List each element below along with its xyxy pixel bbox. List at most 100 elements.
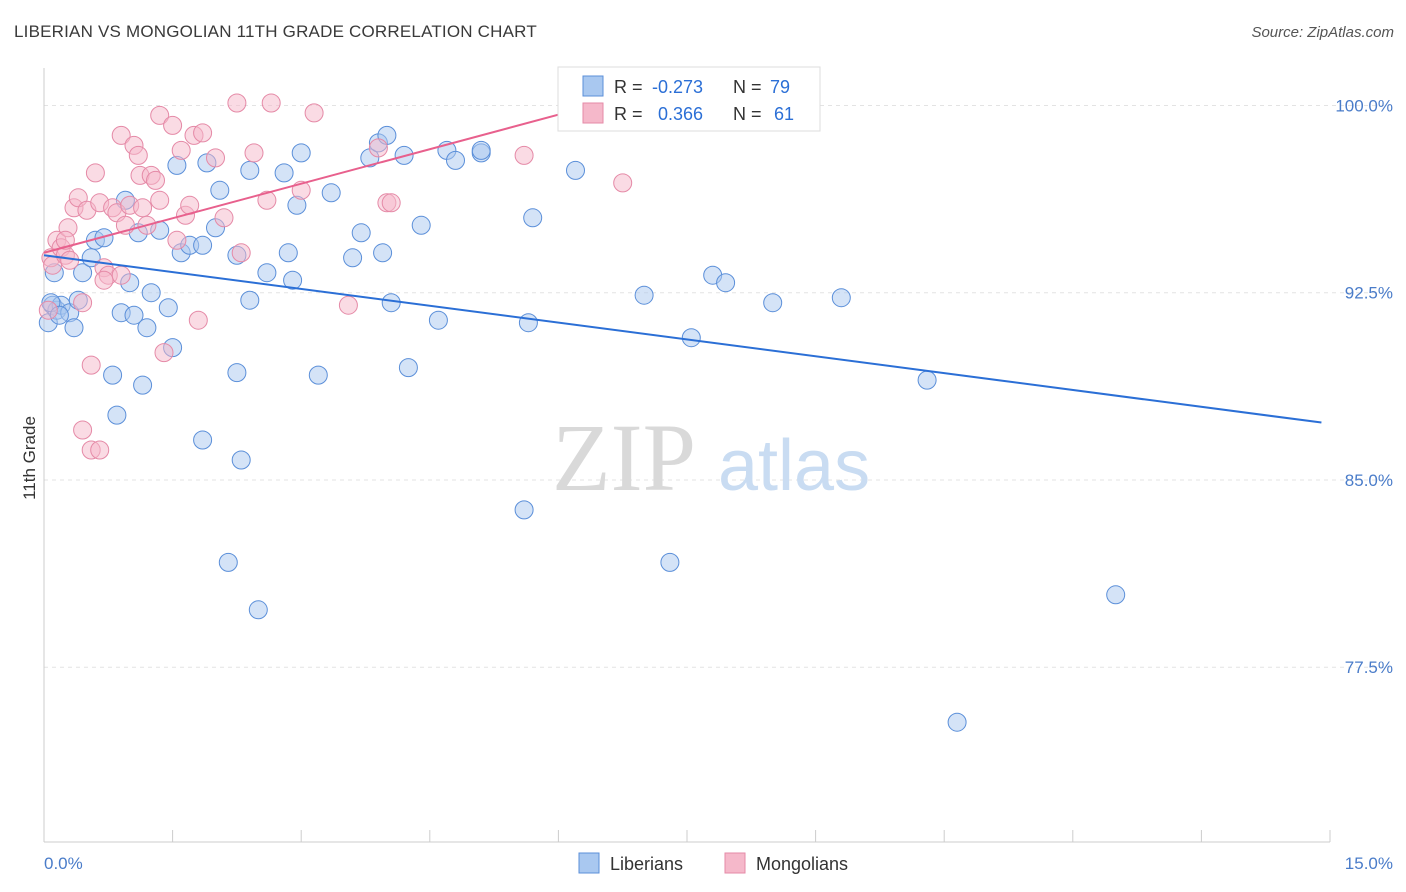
- point-liberians-52: [373, 243, 393, 263]
- x-tick-label-1: 15.0%: [1345, 854, 1393, 873]
- point-liberians-6: [64, 318, 84, 338]
- point-mongolians-31: [154, 343, 174, 363]
- x-tick-label-0: 0.0%: [44, 854, 83, 873]
- point-liberians-75: [947, 712, 967, 732]
- legend-swatch-liberians: [582, 75, 604, 97]
- point-liberians-58: [428, 310, 448, 330]
- y-tick-label-1: 92.5%: [1345, 284, 1393, 303]
- point-mongolians-55: [73, 420, 93, 440]
- grid-lines: [44, 104, 1390, 668]
- y-tick-labels: 100.0% 92.5% 85.0% 77.5%: [1335, 96, 1393, 677]
- point-mongolians-33: [167, 230, 187, 250]
- point-liberians-21: [141, 283, 161, 303]
- point-mongolians-45: [257, 190, 277, 210]
- legend-n-value-1: 79: [770, 77, 790, 97]
- point-liberians-42: [278, 243, 298, 263]
- point-liberians-65: [523, 208, 543, 228]
- point-liberians-60: [446, 150, 465, 170]
- point-liberians-57: [411, 215, 431, 235]
- point-mongolians-43: [231, 243, 251, 263]
- legend-n-value-2: 61: [774, 104, 794, 124]
- point-liberians-74: [917, 370, 937, 390]
- point-mongolians-39: [193, 123, 213, 143]
- point-mongolians-40: [206, 148, 225, 168]
- point-liberians-63: [514, 500, 534, 520]
- y-tick-label-0: 100.0%: [1335, 96, 1393, 115]
- point-mongolians-23: [128, 145, 148, 165]
- legend-bottom-label-mongolians: Mongolians: [756, 854, 848, 874]
- trend-lines: [43, 104, 1322, 424]
- point-liberians-19: [133, 375, 153, 395]
- point-liberians-13: [107, 405, 127, 425]
- point-mongolians-57: [90, 440, 110, 460]
- point-liberians-48: [343, 248, 363, 268]
- point-mongolians-42: [227, 93, 247, 113]
- point-liberians-40: [257, 263, 277, 283]
- point-mongolians-46: [261, 93, 281, 113]
- point-liberians-72: [763, 293, 783, 313]
- point-liberians-32: [210, 180, 230, 200]
- point-liberians-68: [660, 552, 680, 572]
- point-liberians-33: [218, 552, 238, 572]
- point-liberians-45: [291, 143, 311, 163]
- legend-r-value-1: -0.273: [652, 77, 703, 97]
- point-liberians-28: [193, 235, 213, 255]
- point-liberians-47: [321, 183, 341, 203]
- point-mongolians-38: [188, 310, 208, 330]
- legend-n-label-2: N =: [733, 104, 762, 124]
- x-tick-labels: 0.0% 15.0%: [44, 854, 1393, 873]
- legend-r-label-1: R =: [614, 77, 643, 97]
- point-liberians-69: [681, 328, 701, 348]
- point-liberians-76: [1106, 585, 1126, 605]
- point-liberians-30: [193, 430, 213, 450]
- point-liberians-62: [471, 140, 491, 160]
- point-liberians-36: [231, 450, 251, 470]
- point-mongolians-32: [163, 115, 183, 135]
- point-liberians-41: [274, 163, 294, 183]
- point-mongolians-52: [381, 193, 401, 213]
- point-mongolians-41: [214, 208, 234, 228]
- point-mongolians-0: [38, 300, 58, 320]
- point-liberians-17: [124, 305, 144, 325]
- point-liberians-66: [566, 160, 585, 180]
- point-mongolians-19: [111, 125, 131, 145]
- chart-title: LIBERIAN VS MONGOLIAN 11TH GRADE CORRELA…: [14, 22, 537, 41]
- point-liberians-64: [518, 313, 538, 333]
- legend-bottom: Liberians Mongolians: [578, 852, 848, 874]
- legend-bottom-label-liberians: Liberians: [610, 854, 683, 874]
- point-liberians-46: [308, 365, 328, 385]
- watermark-zip: ZIP: [552, 404, 696, 511]
- point-mongolians-54: [613, 173, 633, 193]
- point-mongolians-29: [150, 190, 170, 210]
- y-axis-title: 11th Grade: [20, 416, 39, 500]
- point-mongolians-34: [171, 140, 191, 160]
- legend-bottom-swatch-liberians: [578, 852, 600, 874]
- point-liberians-20: [137, 318, 157, 338]
- point-liberians-8: [73, 263, 93, 283]
- y-tick-label-3: 77.5%: [1345, 658, 1393, 677]
- point-mongolians-25: [133, 198, 153, 218]
- point-liberians-43: [283, 270, 303, 290]
- data-points: [38, 93, 1126, 732]
- point-liberians-11: [94, 228, 114, 248]
- point-liberians-73: [831, 288, 851, 308]
- point-mongolians-53: [514, 145, 534, 165]
- point-mongolians-48: [304, 103, 324, 123]
- point-liberians-71: [716, 273, 736, 293]
- point-mongolians-58: [94, 270, 114, 290]
- legend-r-label-2: R =: [614, 104, 643, 124]
- source-label: Source: ZipAtlas.com: [1251, 24, 1394, 41]
- point-mongolians-28: [146, 170, 165, 190]
- point-liberians-23: [158, 298, 178, 318]
- point-mongolians-49: [338, 295, 358, 315]
- point-liberians-38: [240, 290, 260, 310]
- axes: [43, 68, 1331, 843]
- legend-bottom-swatch-mongolians: [724, 852, 746, 874]
- legend-swatch-mongolians: [582, 102, 604, 124]
- point-liberians-49: [351, 223, 371, 243]
- point-mongolians-30: [150, 105, 170, 125]
- legend-n-label-1: N =: [733, 77, 762, 97]
- point-mongolians-44: [244, 143, 264, 163]
- trend-line-liberians: [43, 254, 1322, 424]
